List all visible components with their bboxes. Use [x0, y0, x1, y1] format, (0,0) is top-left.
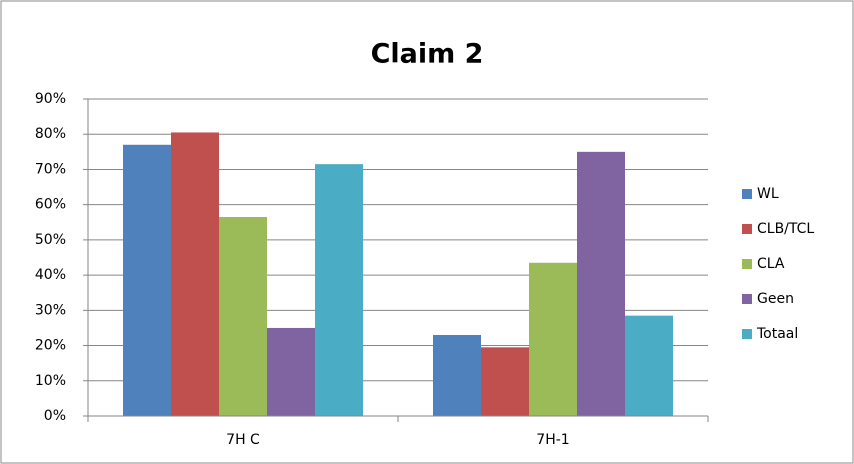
bar	[433, 334, 481, 416]
legend-label: CLB/TCL	[757, 221, 814, 237]
y-tick-label: 50%	[35, 232, 66, 248]
legend-swatch	[742, 259, 752, 269]
y-tick-label: 40%	[35, 267, 66, 283]
bar	[267, 327, 315, 416]
legend-label: Geen	[757, 291, 794, 307]
y-tick-label: 80%	[35, 126, 66, 142]
x-tick-label: 7H-1	[536, 432, 569, 448]
chart-title: Claim 2	[371, 39, 484, 70]
y-tick-label: 20%	[35, 338, 66, 354]
legend-label: Totaal	[756, 326, 798, 342]
bar	[315, 164, 363, 416]
legend-swatch	[742, 329, 752, 339]
bar	[123, 144, 171, 417]
bar	[481, 347, 529, 416]
x-tick-label: 7H C	[226, 432, 260, 448]
y-tick-label: 30%	[35, 302, 66, 318]
bar	[171, 132, 219, 416]
legend-swatch	[742, 294, 752, 304]
bar	[625, 315, 673, 416]
y-tick-label: 90%	[35, 91, 66, 107]
y-tick-label: 70%	[35, 161, 66, 177]
legend-label: CLA	[757, 256, 785, 272]
legend-swatch	[742, 224, 752, 234]
y-tick-label: 10%	[35, 373, 66, 389]
legend-swatch	[742, 189, 752, 199]
bar	[219, 216, 267, 416]
legend-label: WL	[757, 186, 779, 202]
bar	[529, 262, 577, 416]
y-tick-label: 0%	[44, 408, 66, 424]
y-tick-label: 60%	[35, 197, 66, 213]
bar	[577, 151, 625, 417]
